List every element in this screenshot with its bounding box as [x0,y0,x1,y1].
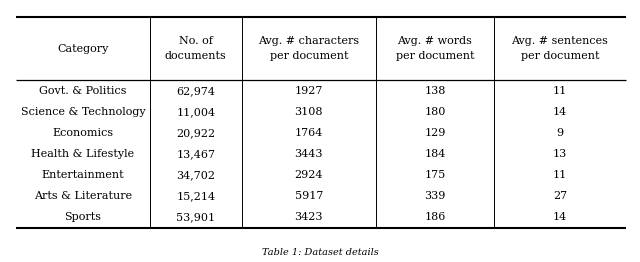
Text: 15,214: 15,214 [176,191,216,201]
Text: 14: 14 [553,212,567,222]
Text: 11: 11 [553,170,567,180]
Text: No. of
documents: No. of documents [165,36,227,61]
Text: 184: 184 [424,149,445,159]
Text: Entertainment: Entertainment [42,170,124,180]
Text: Economics: Economics [52,128,113,138]
Text: 3423: 3423 [294,212,323,222]
Text: 1927: 1927 [294,86,323,96]
Text: 11: 11 [553,86,567,96]
Text: 13: 13 [553,149,567,159]
Text: 20,922: 20,922 [176,128,216,138]
Text: Sports: Sports [65,212,101,222]
Text: 186: 186 [424,212,445,222]
Text: 3108: 3108 [294,107,323,117]
Text: 3443: 3443 [294,149,323,159]
Text: Govt. & Politics: Govt. & Politics [39,86,127,96]
Text: 175: 175 [424,170,445,180]
Text: 53,901: 53,901 [176,212,216,222]
Text: Arts & Literature: Arts & Literature [34,191,132,201]
Text: 129: 129 [424,128,445,138]
Text: Avg. # sentences
per document: Avg. # sentences per document [511,36,609,61]
Text: 62,974: 62,974 [177,86,216,96]
Text: 9: 9 [556,128,563,138]
Text: 11,004: 11,004 [176,107,216,117]
Text: 27: 27 [553,191,567,201]
Text: 339: 339 [424,191,445,201]
Text: Avg. # characters
per document: Avg. # characters per document [259,36,360,61]
Text: Table 1: Dataset details: Table 1: Dataset details [262,248,378,257]
Text: 1764: 1764 [294,128,323,138]
Text: 13,467: 13,467 [177,149,216,159]
Text: 5917: 5917 [294,191,323,201]
Text: 14: 14 [553,107,567,117]
Text: 138: 138 [424,86,445,96]
Text: Category: Category [57,44,109,54]
Text: 2924: 2924 [294,170,323,180]
Text: Avg. # words
per document: Avg. # words per document [396,36,474,61]
Text: Science & Technology: Science & Technology [20,107,145,117]
Text: 180: 180 [424,107,445,117]
Text: 34,702: 34,702 [177,170,216,180]
Text: Health & Lifestyle: Health & Lifestyle [31,149,134,159]
